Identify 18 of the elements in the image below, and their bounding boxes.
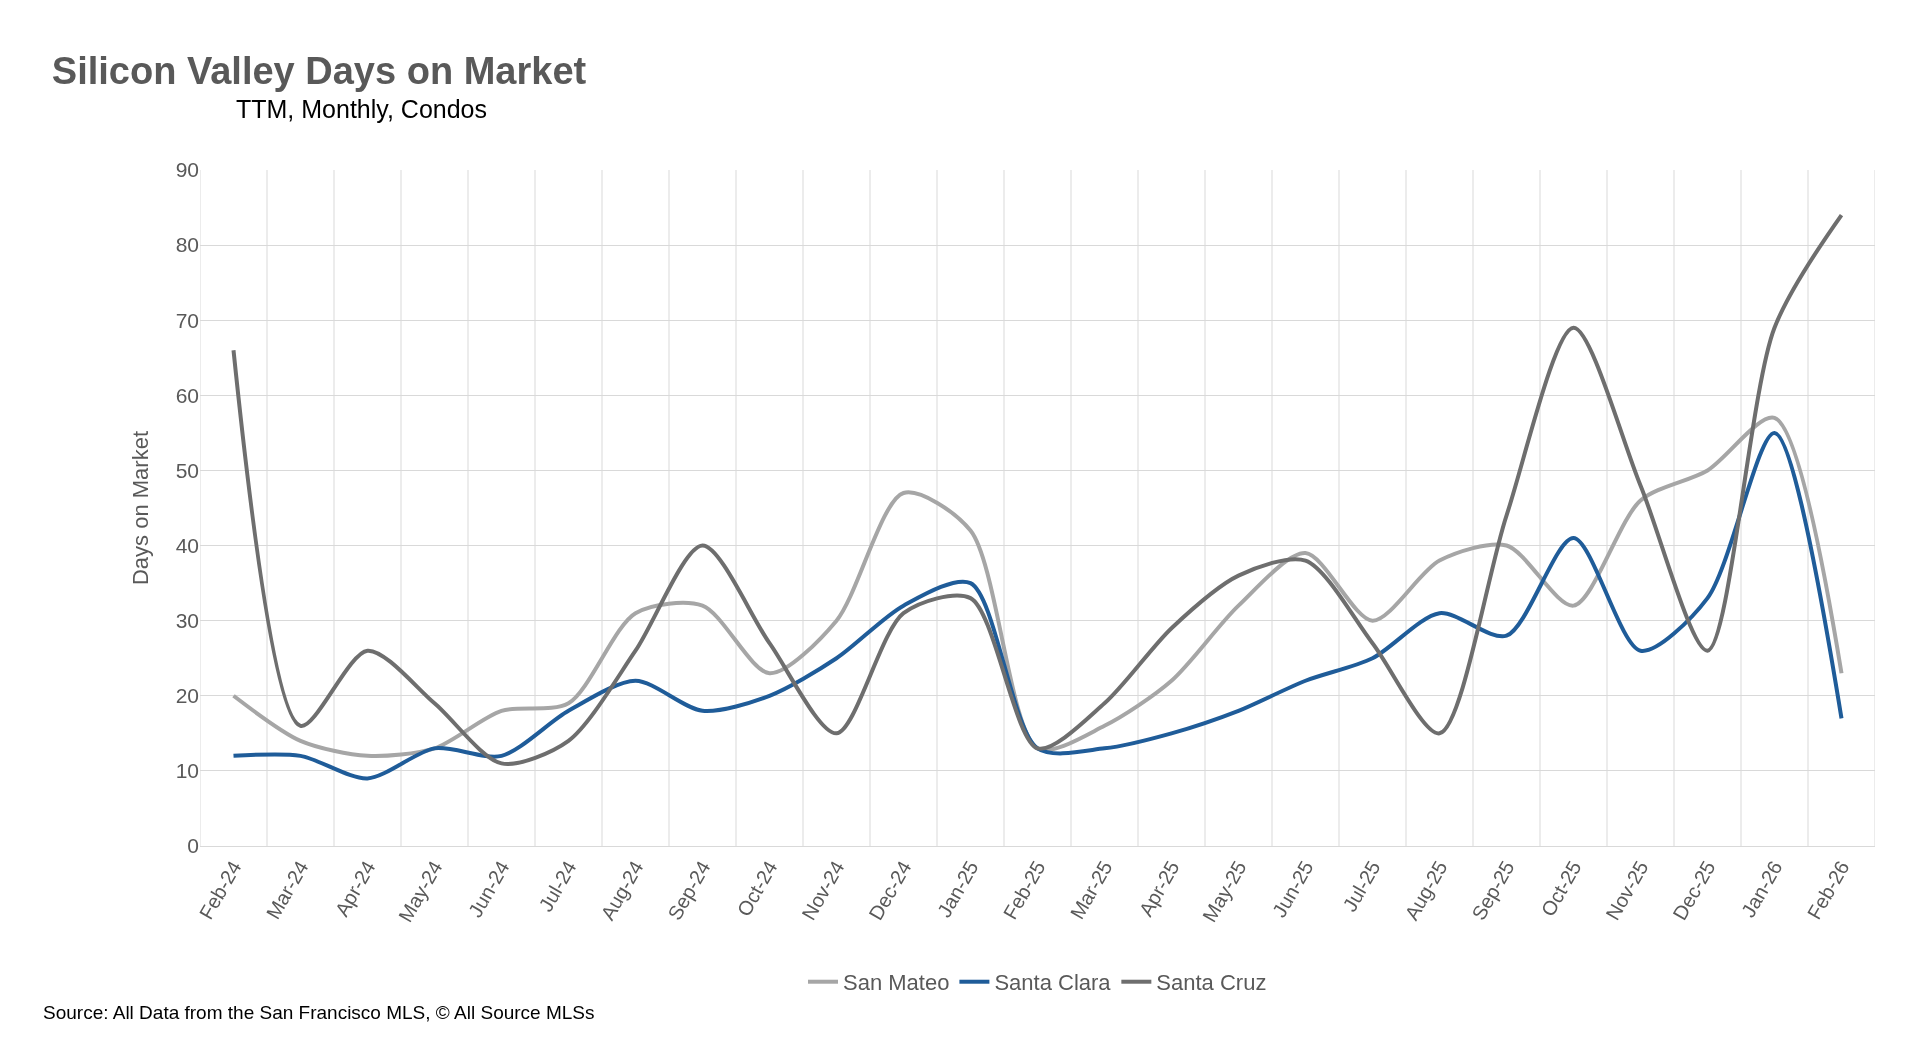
y-axis-title: Days on Market	[128, 430, 154, 586]
y-tick-label: 10	[175, 759, 199, 783]
source-note: Source: All Data from the San Francisco MLS, © All Source MLSs	[43, 1002, 595, 1023]
y-tick-label: 70	[175, 308, 199, 332]
y-tick-label: 90	[175, 158, 199, 182]
y-tick-label: 80	[175, 233, 199, 257]
y-tick-label: 30	[175, 609, 199, 633]
legend-label: Santa Clara	[994, 970, 1112, 996]
y-tick-label: 50	[175, 458, 199, 482]
legend-label: San Mateo	[843, 970, 950, 996]
y-tick-label: 0	[187, 834, 199, 858]
y-tick-label: 60	[175, 383, 199, 407]
y-tick-label: 20	[175, 684, 199, 708]
y-tick-label: 40	[175, 533, 199, 557]
legend-label: Santa Cruz	[1156, 970, 1267, 996]
line-series	[231, 213, 1844, 766]
chart-title: Silicon Valley Days on Market	[51, 50, 587, 93]
chart-subtitle: TTM, Monthly, Condos	[236, 95, 488, 123]
